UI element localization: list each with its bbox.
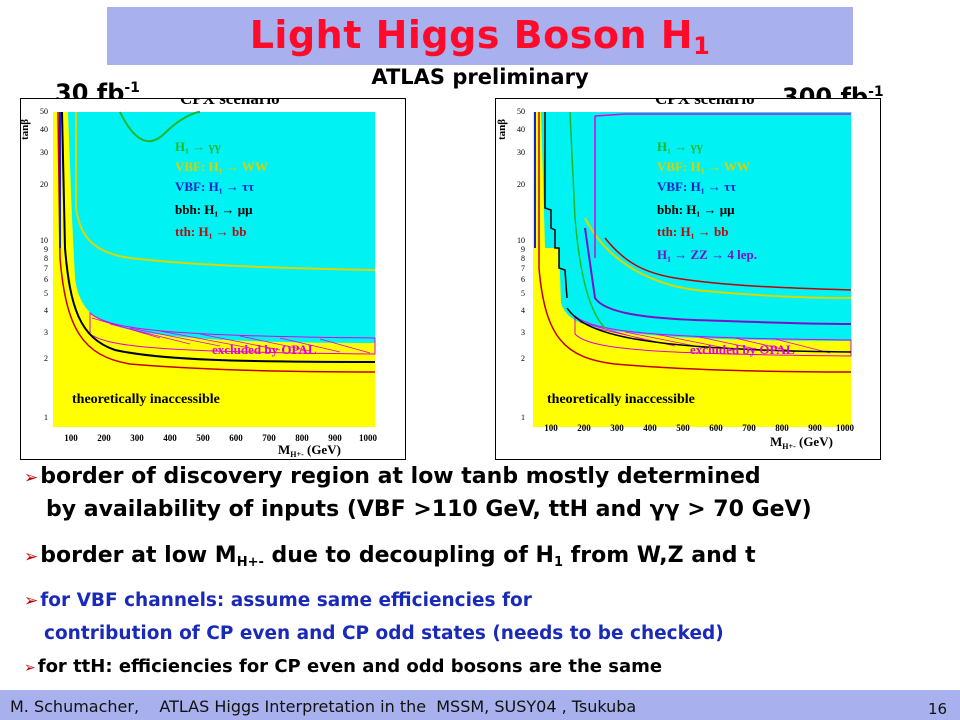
ytick: 5 [521, 289, 525, 298]
plot-30fb: CPX scenario H₁ → γγ VBF: H₁ → WW VBF: H… [20, 98, 406, 460]
xtick: 800 [775, 423, 789, 433]
ytick: 3 [521, 328, 525, 337]
ytick: 20 [517, 180, 525, 189]
bullet-2: ➢border at low MH+- due to decoupling of… [24, 543, 756, 570]
x-axis-ticks: 100 200 300 400 500 600 700 800 900 1000 [64, 433, 377, 443]
xtick: 500 [676, 423, 690, 433]
ytick: 2 [521, 354, 525, 363]
ytick: 8 [521, 254, 525, 263]
legend-vbf-ww: VBF: H₁ → WW [657, 159, 750, 174]
legend-vbf-ww: VBF: H₁ → WW [175, 159, 268, 174]
legend-zz-4lep: H₁ → ZZ → 4 lep. [657, 247, 757, 262]
xtick: 600 [229, 433, 243, 443]
legend-vbf-tautau: VBF: H₁ → ττ [175, 179, 254, 194]
bullet-arrow-icon: ➢ [24, 468, 39, 488]
legend-vbf-tautau: VBF: H₁ → ττ [657, 179, 736, 194]
ytick: 8 [44, 254, 48, 263]
xtick: 900 [328, 433, 342, 443]
xtick: 1000 [836, 423, 855, 433]
y-axis-label: tanβ [20, 119, 31, 140]
ytick: 20 [40, 180, 48, 189]
legend-bbh-mumu: bbh: H₁ → μμ [175, 202, 253, 217]
ytick: 6 [521, 275, 525, 284]
bullet-4: ➢ for ttH: efficiencies for CP even and o… [24, 656, 663, 677]
xtick: 400 [643, 423, 657, 433]
inaccessible-label: theoretically inaccessible [72, 392, 220, 407]
excluded-opal-label: excluded by OPAL [690, 342, 795, 357]
excluded-opal-label: excluded by OPAL [212, 342, 317, 357]
bullet-1: ➢border of discovery region at low tanb … [24, 464, 761, 489]
y-axis-ticks: 1 2 3 4 5 6 7 8 9 10 20 30 40 50 [517, 107, 525, 422]
page-number: 16 [928, 700, 948, 718]
y-axis-ticks: 1 2 3 4 5 6 7 8 9 10 20 30 40 50 [40, 107, 48, 422]
legend-gammagamma: H₁ → γγ [657, 139, 703, 154]
ytick: 50 [517, 107, 525, 116]
ytick: 40 [517, 125, 525, 134]
title-bar [107, 7, 853, 65]
xtick: 300 [130, 433, 144, 443]
legend-tth-bb: tth: H₁ → bb [175, 224, 246, 239]
legend-bbh-mumu: bbh: H₁ → μμ [657, 202, 735, 217]
legend-tth-bb: tth: H₁ → bb [657, 224, 728, 239]
ytick: 10 [517, 236, 525, 245]
bullet-arrow-icon: ➢ [24, 591, 39, 611]
ytick: 40 [40, 125, 48, 134]
ytick: 10 [40, 236, 48, 245]
footer-bar [0, 690, 960, 720]
ytick: 4 [44, 306, 48, 315]
ytick: 50 [40, 107, 48, 116]
x-axis-label: MH+- (GeV) [770, 434, 833, 451]
xtick: 300 [610, 423, 624, 433]
bullet-arrow-icon: ➢ [24, 547, 39, 567]
xtick: 200 [577, 423, 591, 433]
bullet-arrow-icon: ➢ [24, 660, 36, 676]
ytick: 4 [521, 306, 525, 315]
xtick: 200 [97, 433, 111, 443]
xtick: 500 [196, 433, 210, 443]
x-axis-ticks: 100 200 300 400 500 600 700 800 900 1000 [544, 423, 854, 433]
xtick: 400 [163, 433, 177, 443]
xtick: 100 [64, 433, 78, 443]
ytick: 3 [44, 328, 48, 337]
ytick: 1 [521, 413, 525, 422]
ytick: 9 [44, 245, 48, 254]
xtick: 900 [808, 423, 822, 433]
xtick: 1000 [359, 433, 378, 443]
legend-gammagamma: H₁ → γγ [175, 139, 221, 154]
xtick: 800 [295, 433, 309, 443]
scenario-label: CPX scenario [655, 98, 755, 108]
atlas-preliminary-label: ATLAS preliminary [371, 65, 589, 89]
ytick: 7 [521, 264, 525, 273]
xtick: 600 [709, 423, 723, 433]
xtick: 700 [742, 423, 756, 433]
ytick: 30 [517, 148, 525, 157]
footer-text: M. Schumacher, ATLAS Higgs Interpretatio… [10, 697, 637, 716]
y-axis-label: tanβ [496, 119, 508, 140]
bullet-1-continuation: by availability of inputs (VBF >110 GeV,… [46, 497, 812, 522]
scenario-label: CPX scenario [180, 98, 280, 108]
ytick: 9 [521, 245, 525, 254]
bullet-3: ➢ for VBF channels: assume same efficienc… [24, 590, 532, 611]
xtick: 100 [544, 423, 558, 433]
bullet-3-continuation: contribution of CP even and CP odd state… [44, 623, 724, 644]
slide-title: Light Higgs Boson H1 [249, 13, 711, 60]
ytick: 5 [44, 289, 48, 298]
ytick: 30 [40, 148, 48, 157]
x-axis-label: MH+- (GeV) [278, 442, 341, 459]
xtick: 700 [262, 433, 276, 443]
ytick: 1 [44, 413, 48, 422]
plot-300fb: CPX scenario H₁ → γγ VBF: H₁ → WW VBF: H… [495, 98, 881, 460]
ytick: 7 [44, 264, 48, 273]
ytick: 6 [44, 275, 48, 284]
inaccessible-label: theoretically inaccessible [547, 392, 695, 407]
ytick: 2 [44, 354, 48, 363]
